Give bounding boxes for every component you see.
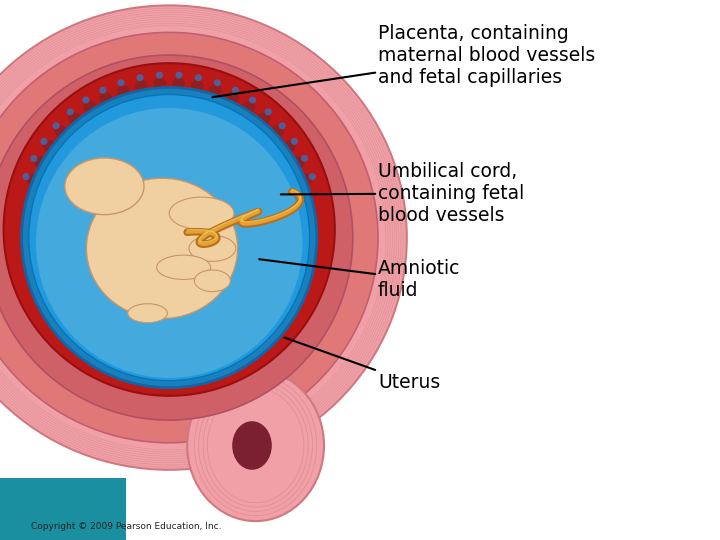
Ellipse shape <box>65 158 144 215</box>
Ellipse shape <box>258 112 271 124</box>
Text: Copyright © 2009 Pearson Education, Inc.: Copyright © 2009 Pearson Education, Inc. <box>31 522 221 531</box>
Ellipse shape <box>232 87 239 94</box>
Ellipse shape <box>67 109 74 116</box>
Ellipse shape <box>195 74 202 81</box>
Ellipse shape <box>226 92 239 104</box>
Ellipse shape <box>22 87 317 388</box>
Ellipse shape <box>189 235 236 261</box>
Ellipse shape <box>301 155 308 162</box>
Ellipse shape <box>209 85 222 97</box>
Ellipse shape <box>300 173 312 185</box>
Ellipse shape <box>282 140 295 152</box>
Ellipse shape <box>194 270 230 292</box>
Ellipse shape <box>271 125 284 137</box>
Ellipse shape <box>0 32 378 443</box>
Ellipse shape <box>86 178 238 319</box>
Ellipse shape <box>191 80 204 92</box>
Ellipse shape <box>29 94 310 381</box>
Ellipse shape <box>157 255 210 280</box>
Ellipse shape <box>4 63 335 396</box>
Text: Umbilical cord,
containing fetal
blood vessels: Umbilical cord, containing fetal blood v… <box>281 162 524 225</box>
Ellipse shape <box>68 112 81 124</box>
Ellipse shape <box>214 79 221 86</box>
Ellipse shape <box>40 138 48 145</box>
Ellipse shape <box>135 80 148 92</box>
FancyBboxPatch shape <box>0 478 126 540</box>
Ellipse shape <box>117 79 125 86</box>
Ellipse shape <box>279 122 286 129</box>
Ellipse shape <box>82 97 89 104</box>
Ellipse shape <box>117 85 130 97</box>
Ellipse shape <box>33 156 46 168</box>
Ellipse shape <box>99 87 107 94</box>
Ellipse shape <box>83 101 96 113</box>
Ellipse shape <box>26 173 39 185</box>
Ellipse shape <box>169 197 234 230</box>
Ellipse shape <box>243 101 256 113</box>
Ellipse shape <box>153 78 166 90</box>
Text: Placenta, containing
maternal blood vessels
and fetal capillaries: Placenta, containing maternal blood vess… <box>212 24 595 97</box>
Ellipse shape <box>99 92 112 104</box>
Ellipse shape <box>136 74 143 81</box>
Ellipse shape <box>156 72 163 79</box>
Text: Uterus: Uterus <box>284 338 440 392</box>
Ellipse shape <box>0 5 407 470</box>
Ellipse shape <box>232 421 271 470</box>
Ellipse shape <box>264 109 271 116</box>
Ellipse shape <box>53 122 60 129</box>
Ellipse shape <box>187 370 324 521</box>
Ellipse shape <box>55 125 68 137</box>
Ellipse shape <box>36 108 302 378</box>
Ellipse shape <box>0 55 353 420</box>
Ellipse shape <box>292 156 305 168</box>
Ellipse shape <box>176 72 183 79</box>
Ellipse shape <box>291 138 298 145</box>
Ellipse shape <box>172 78 185 90</box>
Ellipse shape <box>43 140 56 152</box>
Ellipse shape <box>309 173 316 180</box>
Ellipse shape <box>30 155 37 162</box>
Ellipse shape <box>22 173 30 180</box>
Ellipse shape <box>249 97 256 104</box>
Ellipse shape <box>128 303 167 322</box>
Text: Amniotic
fluid: Amniotic fluid <box>259 259 460 300</box>
